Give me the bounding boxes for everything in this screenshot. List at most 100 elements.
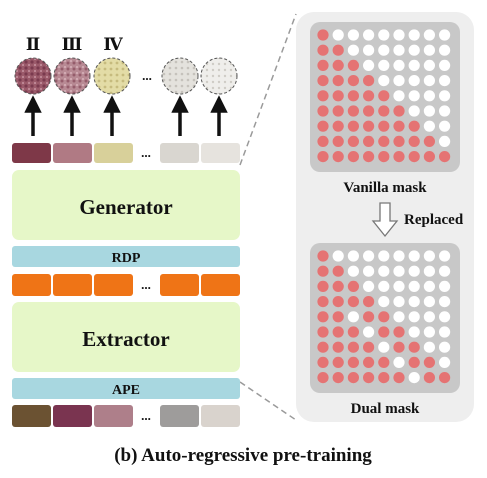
vanilla-masked-dot (317, 120, 329, 132)
vanilla-open-dot (393, 29, 405, 41)
dual-open-dot (393, 280, 405, 292)
output-image-3 (93, 57, 131, 95)
dual-open-dot (378, 280, 390, 292)
vanilla-masked-dot (378, 135, 390, 147)
vanilla-masked-dot (347, 59, 359, 71)
dual-open-dot (378, 296, 390, 308)
dual-open-dot (423, 326, 435, 338)
vanilla-masked-dot (332, 75, 344, 87)
vanilla-open-dot (332, 29, 344, 41)
replaced-label: Replaced (404, 212, 464, 228)
dual-open-dot (423, 250, 435, 262)
dual-mask-label: Dual mask (351, 401, 420, 417)
vanilla-masked-dot (317, 90, 329, 102)
vanilla-open-dot (408, 75, 420, 87)
dual-masked-dot (363, 296, 375, 308)
dual-open-dot (393, 356, 405, 368)
vanilla-masked-dot (363, 90, 375, 102)
vanilla-masked-dot (378, 105, 390, 117)
dual-open-dot (439, 296, 451, 308)
vanilla-masked-dot (332, 105, 344, 117)
dual-open-dot (423, 311, 435, 323)
dual-masked-dot (332, 296, 344, 308)
vanilla-open-dot (393, 44, 405, 56)
dual-open-dot (347, 265, 359, 277)
vanilla-masked-dot (393, 105, 405, 117)
feature-token (201, 274, 240, 296)
vanilla-masked-dot (317, 44, 329, 56)
vanilla-masked-dot (347, 105, 359, 117)
vanilla-masked-dot (347, 151, 359, 163)
input-token (53, 405, 92, 427)
vanilla-masked-dot (332, 44, 344, 56)
input-token (160, 405, 199, 427)
ape-label: APE (112, 383, 140, 398)
vanilla-open-dot (439, 90, 451, 102)
dual-masked-dot (317, 311, 329, 323)
output-token (12, 143, 51, 163)
dual-masked-dot (363, 372, 375, 384)
dual-masked-dot (317, 280, 329, 292)
output-token (53, 143, 92, 163)
vanilla-open-dot (363, 44, 375, 56)
extractor-label: Extractor (82, 327, 169, 351)
vanilla-masked-dot (332, 135, 344, 147)
dual-masked-dot (317, 326, 329, 338)
vanilla-open-dot (363, 59, 375, 71)
vanilla-masked-dot (408, 151, 420, 163)
dual-open-dot (423, 280, 435, 292)
vanilla-open-dot (439, 120, 451, 132)
vanilla-masked-dot (393, 151, 405, 163)
dual-masked-dot (363, 341, 375, 353)
vanilla-open-dot (378, 44, 390, 56)
vanilla-open-dot (423, 90, 435, 102)
vanilla-masked-dot (332, 59, 344, 71)
vanilla-masked-dot (378, 120, 390, 132)
dual-masked-dot (332, 356, 344, 368)
vanilla-masked-dot (423, 135, 435, 147)
vanilla-masked-dot (317, 151, 329, 163)
stage-label-4: Ⅳ (103, 35, 123, 54)
stage-label-3: Ⅲ (62, 35, 83, 54)
dual-open-dot (408, 250, 420, 262)
output-image-2 (53, 57, 91, 95)
vanilla-open-dot (423, 105, 435, 117)
feature-token (12, 274, 51, 296)
vanilla-masked-dot (363, 105, 375, 117)
vanilla-open-dot (393, 75, 405, 87)
vanilla-open-dot (423, 59, 435, 71)
vanilla-masked-dot (363, 120, 375, 132)
dual-open-dot (347, 250, 359, 262)
vanilla-masked-dot (347, 75, 359, 87)
dual-open-dot (393, 296, 405, 308)
dual-masked-dot (423, 356, 435, 368)
dual-open-dot (363, 265, 375, 277)
vanilla-open-dot (423, 120, 435, 132)
feature-token-row: ... (12, 274, 240, 296)
ellipsis-token-mid: ... (141, 277, 151, 292)
dual-masked-dot (378, 372, 390, 384)
dual-open-dot (408, 372, 420, 384)
output-image-5 (200, 57, 238, 95)
dual-masked-dot (317, 341, 329, 353)
dual-masked-dot (317, 356, 329, 368)
dual-masked-dot (408, 356, 420, 368)
output-token-row: ... (12, 143, 240, 163)
vanilla-open-dot (423, 75, 435, 87)
output-token (160, 143, 199, 163)
vanilla-masked-dot (317, 105, 329, 117)
dual-open-dot (393, 265, 405, 277)
dual-open-dot (363, 280, 375, 292)
replaced-arrow-icon (371, 202, 399, 238)
dual-masked-dot (347, 372, 359, 384)
dual-masked-dot (332, 311, 344, 323)
dual-open-dot (423, 296, 435, 308)
dual-open-dot (408, 265, 420, 277)
ellipsis-top: ... (142, 68, 152, 83)
dual-open-dot (439, 341, 451, 353)
vanilla-open-dot (347, 29, 359, 41)
dual-masked-dot (393, 341, 405, 353)
vanilla-masked-dot (363, 135, 375, 147)
vanilla-masked-dot (317, 59, 329, 71)
dual-masked-dot (423, 372, 435, 384)
